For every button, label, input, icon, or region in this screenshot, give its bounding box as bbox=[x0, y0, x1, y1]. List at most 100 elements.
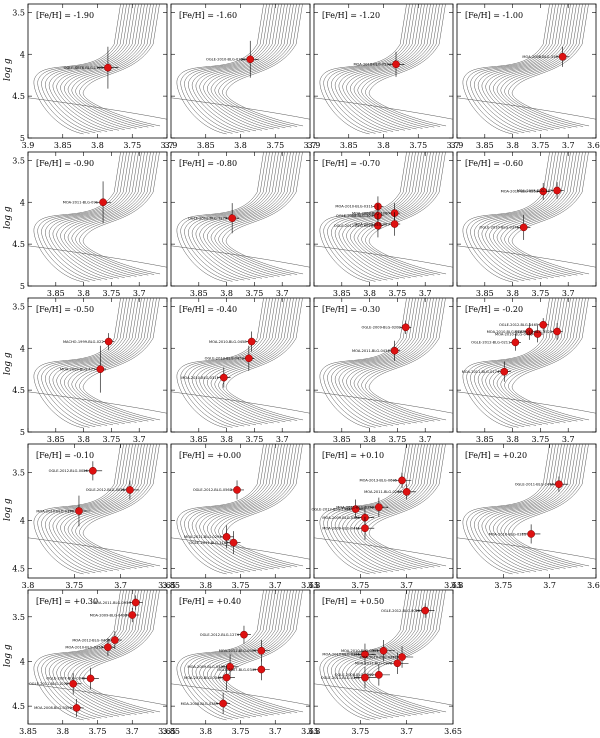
x-tick-label: 3.8 bbox=[308, 727, 321, 736]
panel-6: 3.85 3.8 3.75 3.7 [Fe/H] = -0.80 OGLE-2012-BL… bbox=[170, 151, 311, 298]
star-label: OGLE-2012-BLG-0026 bbox=[381, 609, 421, 613]
star-point bbox=[539, 320, 548, 329]
x-tick-label: 3.75 bbox=[388, 289, 406, 298]
track-line bbox=[75, 4, 154, 128]
star-label: OGLE-2011-BLG-1072 bbox=[29, 682, 68, 686]
track-line bbox=[214, 298, 294, 423]
track-line bbox=[493, 152, 574, 278]
track-line bbox=[350, 4, 431, 130]
x-tick-label: 3.7 bbox=[543, 581, 556, 590]
track-line bbox=[79, 4, 157, 127]
star-label: MOA-2013-BLG-0605 bbox=[359, 479, 397, 483]
x-tick-label: 3.8 bbox=[506, 289, 519, 298]
track-line bbox=[512, 298, 590, 421]
track-line bbox=[222, 444, 300, 567]
track-line bbox=[493, 444, 574, 570]
track-line bbox=[64, 590, 145, 716]
star-point bbox=[128, 611, 137, 619]
track-line bbox=[203, 298, 285, 424]
x-tick-label: 3.8 bbox=[506, 435, 519, 444]
track-line bbox=[489, 4, 571, 130]
star-label: MOA-2010-BLG-0458 bbox=[209, 340, 247, 344]
y-tick-label: 3.5 bbox=[12, 156, 25, 165]
star-point bbox=[393, 659, 402, 668]
x-tick-label: 3.85 bbox=[19, 727, 37, 736]
track-line bbox=[210, 298, 291, 423]
track-line bbox=[79, 444, 157, 567]
star-label: MOA-2010-BLG-0251 bbox=[501, 190, 539, 194]
star-label: MOA-2011-BLG-0950 bbox=[93, 601, 131, 605]
track-line bbox=[353, 590, 434, 715]
star-label: OGLE-2011-BLG-1410 bbox=[515, 483, 555, 487]
x-tick-label: 3.75 bbox=[232, 581, 250, 590]
star-point bbox=[553, 186, 561, 195]
x-tick-label: 3.7 bbox=[400, 727, 413, 736]
evolution-tracks bbox=[28, 298, 167, 429]
x-tick-label: 3.7 bbox=[269, 727, 282, 736]
x-tick-label: 3.9 bbox=[165, 141, 178, 150]
x-tick-label: 3.8 bbox=[220, 435, 233, 444]
star-point bbox=[398, 476, 406, 485]
y-tick-label: 3.5 bbox=[12, 302, 25, 311]
star-point bbox=[361, 524, 369, 533]
x-tick-label: 3.7 bbox=[133, 289, 146, 298]
panel-frame bbox=[456, 443, 597, 579]
track-line bbox=[83, 298, 161, 421]
x-tick-label: 3.75 bbox=[89, 727, 107, 736]
track-line bbox=[214, 152, 294, 277]
x-tick-label: 3.8 bbox=[363, 435, 376, 444]
panel-frame bbox=[456, 151, 597, 287]
star-point bbox=[96, 365, 105, 374]
x-tick-label: 3.85 bbox=[476, 289, 494, 298]
x-tick-label: 3.7 bbox=[126, 727, 139, 736]
x-tick-label: 3.7 bbox=[400, 581, 413, 590]
star-point bbox=[519, 223, 528, 232]
star-point bbox=[69, 679, 78, 688]
track-line bbox=[71, 444, 151, 569]
star-label: OGLE-2012-BLG-0026 bbox=[86, 488, 126, 492]
track-line bbox=[496, 298, 577, 423]
y-tick-label: 4.5 bbox=[12, 702, 25, 711]
star-label: MOA-2011-BLG-0359 bbox=[336, 505, 374, 509]
panel-frame bbox=[456, 297, 597, 433]
x-tick-label: 3.65 bbox=[158, 581, 176, 590]
zams-line bbox=[314, 537, 453, 560]
x-tick-label: 3.85 bbox=[190, 289, 208, 298]
star-label: MOA-2010-BLG-0311 bbox=[181, 376, 219, 380]
metallicity-label: [Fe/H] = -1.90 bbox=[36, 11, 94, 20]
star-label: OGLE-2011-BLG-1185 bbox=[189, 541, 228, 545]
panel-frame bbox=[27, 297, 168, 433]
panel-18: 3.85 3.8 3.75 3.7 3.65 [Fe/H] = +0.40 OGLE-201… bbox=[162, 589, 319, 736]
track-line bbox=[365, 298, 443, 421]
x-tick-label: 3.8 bbox=[56, 727, 69, 736]
x-tick-label: 3.75 bbox=[388, 435, 406, 444]
track-line bbox=[214, 444, 294, 569]
metallicity-label: [Fe/H] = +0.30 bbox=[36, 597, 98, 606]
track-line bbox=[508, 444, 586, 567]
track-line bbox=[203, 4, 285, 130]
track-line bbox=[207, 298, 288, 424]
metallicity-label: [Fe/H] = -0.90 bbox=[36, 159, 94, 168]
x-tick-label: 3.7 bbox=[419, 435, 432, 444]
x-tick-label: 3.7 bbox=[562, 289, 575, 298]
track-line bbox=[361, 152, 440, 276]
star-point bbox=[228, 214, 237, 223]
track-line bbox=[60, 444, 142, 570]
metallicity-label: [Fe/H] = -1.20 bbox=[322, 11, 380, 20]
track-line bbox=[496, 444, 577, 569]
x-tick-label: 3.85 bbox=[197, 141, 215, 150]
x-tick-label: 3.85 bbox=[162, 581, 180, 590]
star-point bbox=[539, 187, 548, 196]
x-tick-label: 3.7 bbox=[304, 141, 317, 150]
track-line bbox=[365, 4, 443, 127]
star-point bbox=[374, 221, 382, 230]
track-line bbox=[67, 444, 148, 569]
star-point bbox=[525, 327, 534, 336]
star-label: MOA-2010-BLG-0167 bbox=[487, 330, 525, 334]
panel-12: 3.85 3.8 3.75 3.7 [Fe/H] = -0.20 OGLE-2012-BL… bbox=[456, 297, 597, 444]
metallicity-label: [Fe/H] = +0.00 bbox=[179, 451, 241, 460]
star-point bbox=[104, 63, 112, 72]
x-tick-label: 3.75 bbox=[102, 289, 120, 298]
panel-frame bbox=[27, 151, 168, 287]
x-tick-label: 3.8 bbox=[77, 435, 90, 444]
